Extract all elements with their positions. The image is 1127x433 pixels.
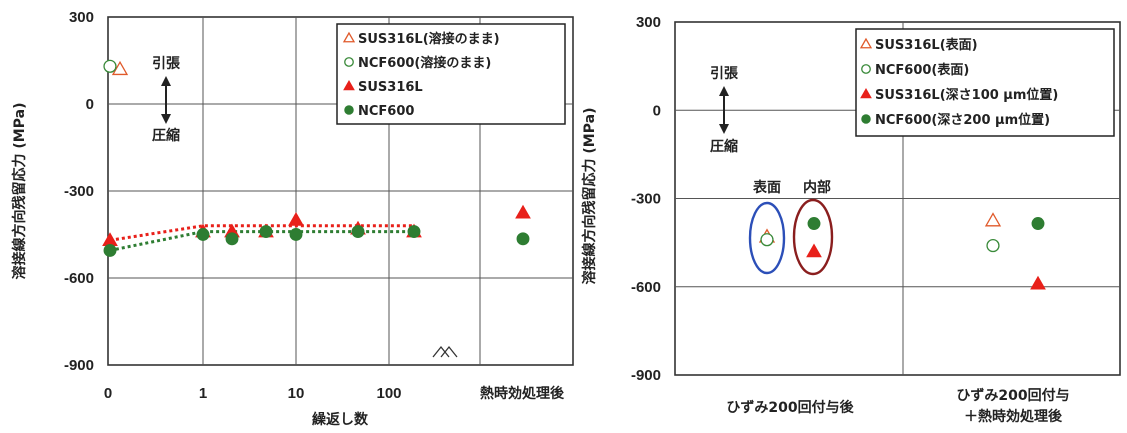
- left-data-point: [225, 232, 239, 246]
- right-legend-marker: [861, 64, 871, 74]
- right-y-tick-label: -900: [631, 367, 661, 384]
- left-legend-label: NCF600(溶接のまま): [358, 55, 491, 71]
- left-data-point: [259, 225, 273, 239]
- left-x-tick-label: 100: [376, 385, 401, 402]
- left-y-tick-label: -600: [64, 270, 94, 287]
- left-legend-marker: [342, 31, 356, 43]
- left-compression-label: 圧縮: [152, 127, 180, 144]
- left-data-point: [288, 211, 304, 226]
- right-legend-box: [855, 28, 1115, 137]
- left-data-point: [515, 204, 531, 219]
- left-legend-box: [336, 23, 566, 125]
- right-y-tick-label: -600: [631, 279, 661, 296]
- left-data-point: [103, 244, 117, 257]
- left-x-tick-label: 10: [288, 385, 305, 402]
- right-y-axis-label: 溶接線方向残留応力 (MPa): [581, 108, 598, 285]
- left-legend-label: SUS316L: [358, 80, 423, 95]
- right-y-tick-label: 0: [653, 102, 661, 119]
- right-tension-label: 引張: [710, 66, 739, 82]
- left-data-point: [196, 228, 210, 241]
- left-arrow-up-head: [161, 76, 171, 86]
- left-x-tick-label: 1: [199, 385, 207, 402]
- left-y-axis-label: 溶接線方向残留応力 (MPa): [11, 103, 28, 280]
- left-data-point: [102, 232, 118, 247]
- surface-ellipse: [748, 201, 786, 275]
- left-y-tick-label: -900: [64, 357, 94, 374]
- right-data-point: [1031, 217, 1045, 230]
- right-category-label: ＋熱時効処理後: [964, 408, 1063, 425]
- left-x-tick-label: 0: [104, 385, 112, 402]
- right-legend-marker: [860, 87, 872, 99]
- left-data-point: [407, 225, 421, 239]
- left-data-point: [516, 232, 530, 246]
- right-data-point: [806, 243, 822, 258]
- right-category-label: ひずみ200回付与後: [726, 399, 854, 416]
- left-legend-marker: [344, 57, 354, 67]
- right-legend-label: NCF600(表面): [875, 62, 969, 78]
- left-data-point: [103, 59, 117, 73]
- left-y-tick-label: 0: [86, 96, 94, 113]
- right-data-point: [807, 217, 821, 230]
- right-compression-label: 圧縮: [710, 138, 738, 155]
- left-data-point: [351, 225, 365, 239]
- right-legend-label: NCF600(深さ200 μm位置): [875, 112, 1050, 128]
- right-data-point: [984, 212, 1002, 227]
- interior-label: 内部: [803, 179, 831, 196]
- right-category-label: ひずみ200回付与: [956, 387, 1069, 404]
- left-legend-marker: [344, 105, 354, 115]
- left-y-tick-label: 300: [69, 9, 94, 26]
- left-data-point: [111, 60, 129, 76]
- right-data-point: [1030, 275, 1046, 290]
- left-x-axis-label: 繰返し数: [312, 411, 369, 428]
- left-legend-marker: [343, 79, 355, 91]
- right-y-tick-label: -300: [631, 191, 661, 208]
- right-legend-marker: [861, 114, 871, 124]
- left-tension-label: 引張: [152, 56, 181, 72]
- right-arrow-up-head: [719, 86, 729, 96]
- left-arrow-down-head: [161, 114, 171, 124]
- interior-ellipse: [792, 198, 834, 276]
- right-data-point: [760, 233, 774, 247]
- right-legend-label: SUS316L(深さ100 μm位置): [875, 87, 1058, 103]
- axis-break-mark: [432, 345, 458, 358]
- right-y-tick-label: 300: [636, 14, 661, 31]
- surface-label: 表面: [752, 179, 781, 196]
- left-extra-category-label: 熱時効処理後: [480, 385, 565, 402]
- left-legend-label: SUS316L(溶接のまま): [358, 31, 500, 47]
- right-legend-label: SUS316L(表面): [875, 37, 978, 53]
- left-legend-label: NCF600: [358, 104, 414, 119]
- right-legend-marker: [859, 37, 873, 49]
- left-y-tick-label: -300: [64, 183, 94, 200]
- right-data-point: [986, 238, 1000, 253]
- left-data-point: [289, 228, 303, 241]
- right-arrow-down-head: [719, 124, 729, 134]
